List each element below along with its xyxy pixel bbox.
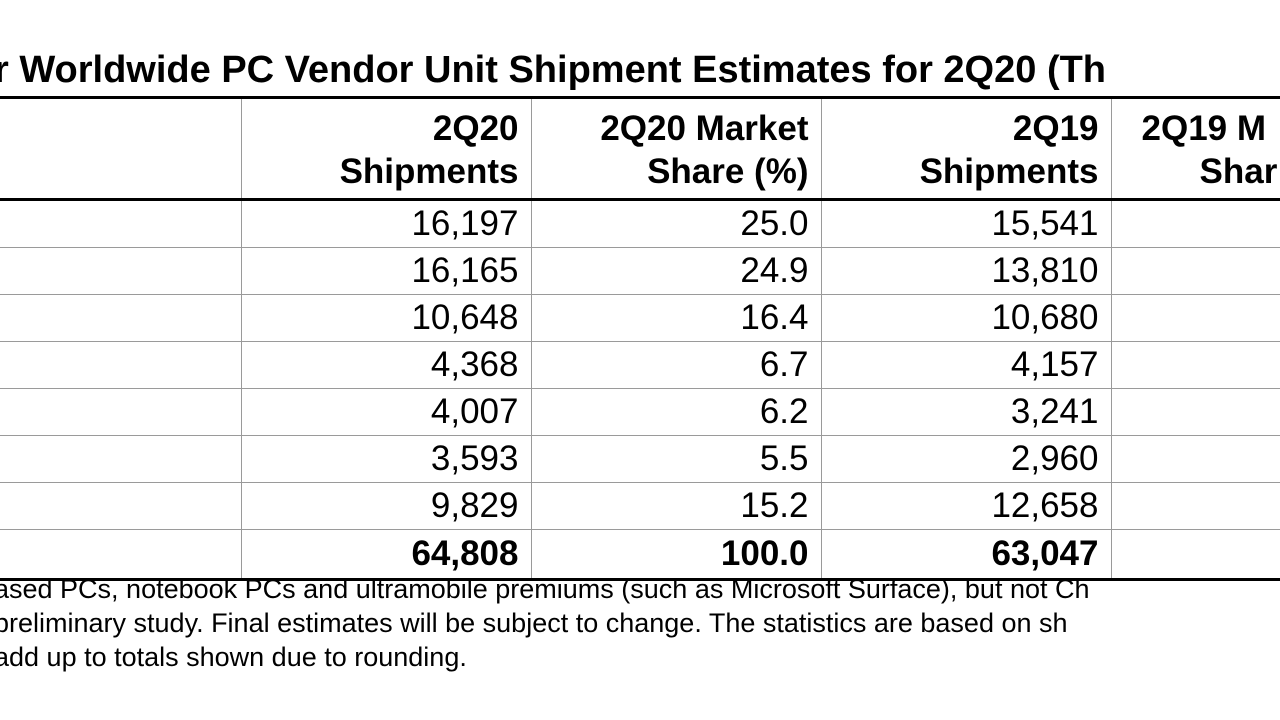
footnote-line: add up to totals shown due to rounding. (0, 642, 467, 672)
vendor-cell (0, 199, 242, 248)
share-2q19-cell (1111, 199, 1280, 248)
total-share-2q20-cell: 100.0 (531, 529, 822, 581)
share-2q20-cell: 16.4 (531, 294, 822, 342)
table-row: 4,007 6.2 3,241 (0, 388, 1280, 436)
share-2q19-cell (1111, 247, 1280, 295)
vendor-cell (0, 482, 242, 530)
shipments-2q20-cell: 4,368 (241, 341, 532, 389)
share-2q20-cell: 15.2 (531, 482, 822, 530)
shipments-2q19-cell: 10,680 (821, 294, 1112, 342)
total-shipments-2q19-cell: 63,047 (821, 529, 1112, 581)
footnote-line: preliminary study. Final estimates will … (0, 608, 1068, 638)
vendor-cell (0, 247, 242, 295)
table-row: 16,165 24.9 13,810 (0, 247, 1280, 295)
shipments-2q19-cell: 15,541 (821, 199, 1112, 248)
shipments-2q20-cell: 10,648 (241, 294, 532, 342)
share-2q20-cell: 25.0 (531, 199, 822, 248)
shipments-2q19-cell: 3,241 (821, 388, 1112, 436)
vendor-cell (0, 341, 242, 389)
share-2q19-cell (1111, 435, 1280, 483)
shipments-2q19-cell: 13,810 (821, 247, 1112, 295)
header-2q19-market-share: 2Q19 M Shar (1111, 96, 1280, 201)
table-row: 4,368 6.7 4,157 (0, 341, 1280, 389)
share-2q20-cell: 6.2 (531, 388, 822, 436)
header-2q20-market-share: 2Q20 Market Share (%) (531, 96, 822, 201)
share-2q19-cell (1111, 388, 1280, 436)
vendor-cell (0, 388, 242, 436)
shipments-2q19-cell: 4,157 (821, 341, 1112, 389)
share-2q19-cell (1111, 294, 1280, 342)
shipments-2q19-cell: 12,658 (821, 482, 1112, 530)
shipment-table: 2Q20 Shipments 2Q20 Market Share (%) 2Q1… (0, 96, 1280, 581)
shipments-2q20-cell: 16,197 (241, 199, 532, 248)
table-title-text: r Worldwide PC Vendor Unit Shipment Esti… (0, 49, 1107, 91)
vendor-cell (0, 294, 242, 342)
header-row: 2Q20 Shipments 2Q20 Market Share (%) 2Q1… (0, 96, 1280, 201)
footnotes: ased PCs, notebook PCs and ultramobile p… (0, 572, 1090, 674)
table-title: r Worldwide PC Vendor Unit Shipment Esti… (0, 45, 1280, 95)
share-2q20-cell: 6.7 (531, 341, 822, 389)
share-2q20-cell: 24.9 (531, 247, 822, 295)
header-2q19-shipments: 2Q19 Shipments (821, 96, 1112, 201)
share-2q19-cell (1111, 341, 1280, 389)
shipments-2q20-cell: 3,593 (241, 435, 532, 483)
shipments-2q20-cell: 4,007 (241, 388, 532, 436)
shipment-table-wrapper: 2Q20 Shipments 2Q20 Market Share (%) 2Q1… (0, 96, 1280, 581)
table-row: 16,197 25.0 15,541 (0, 199, 1280, 248)
shipments-2q20-cell: 9,829 (241, 482, 532, 530)
footnote-line: ased PCs, notebook PCs and ultramobile p… (0, 574, 1090, 604)
total-share-2q19-cell (1111, 529, 1280, 581)
total-row: 64,808 100.0 63,047 (0, 529, 1280, 581)
header-vendor (0, 96, 242, 201)
vendor-cell (0, 529, 242, 581)
table-row: 10,648 16.4 10,680 (0, 294, 1280, 342)
share-2q20-cell: 5.5 (531, 435, 822, 483)
total-shipments-2q20-cell: 64,808 (241, 529, 532, 581)
header-2q20-shipments: 2Q20 Shipments (241, 96, 532, 201)
share-2q19-cell (1111, 482, 1280, 530)
vendor-cell (0, 435, 242, 483)
shipments-2q20-cell: 16,165 (241, 247, 532, 295)
table-row: 3,593 5.5 2,960 (0, 435, 1280, 483)
table-row: 9,829 15.2 12,658 (0, 482, 1280, 530)
shipments-2q19-cell: 2,960 (821, 435, 1112, 483)
